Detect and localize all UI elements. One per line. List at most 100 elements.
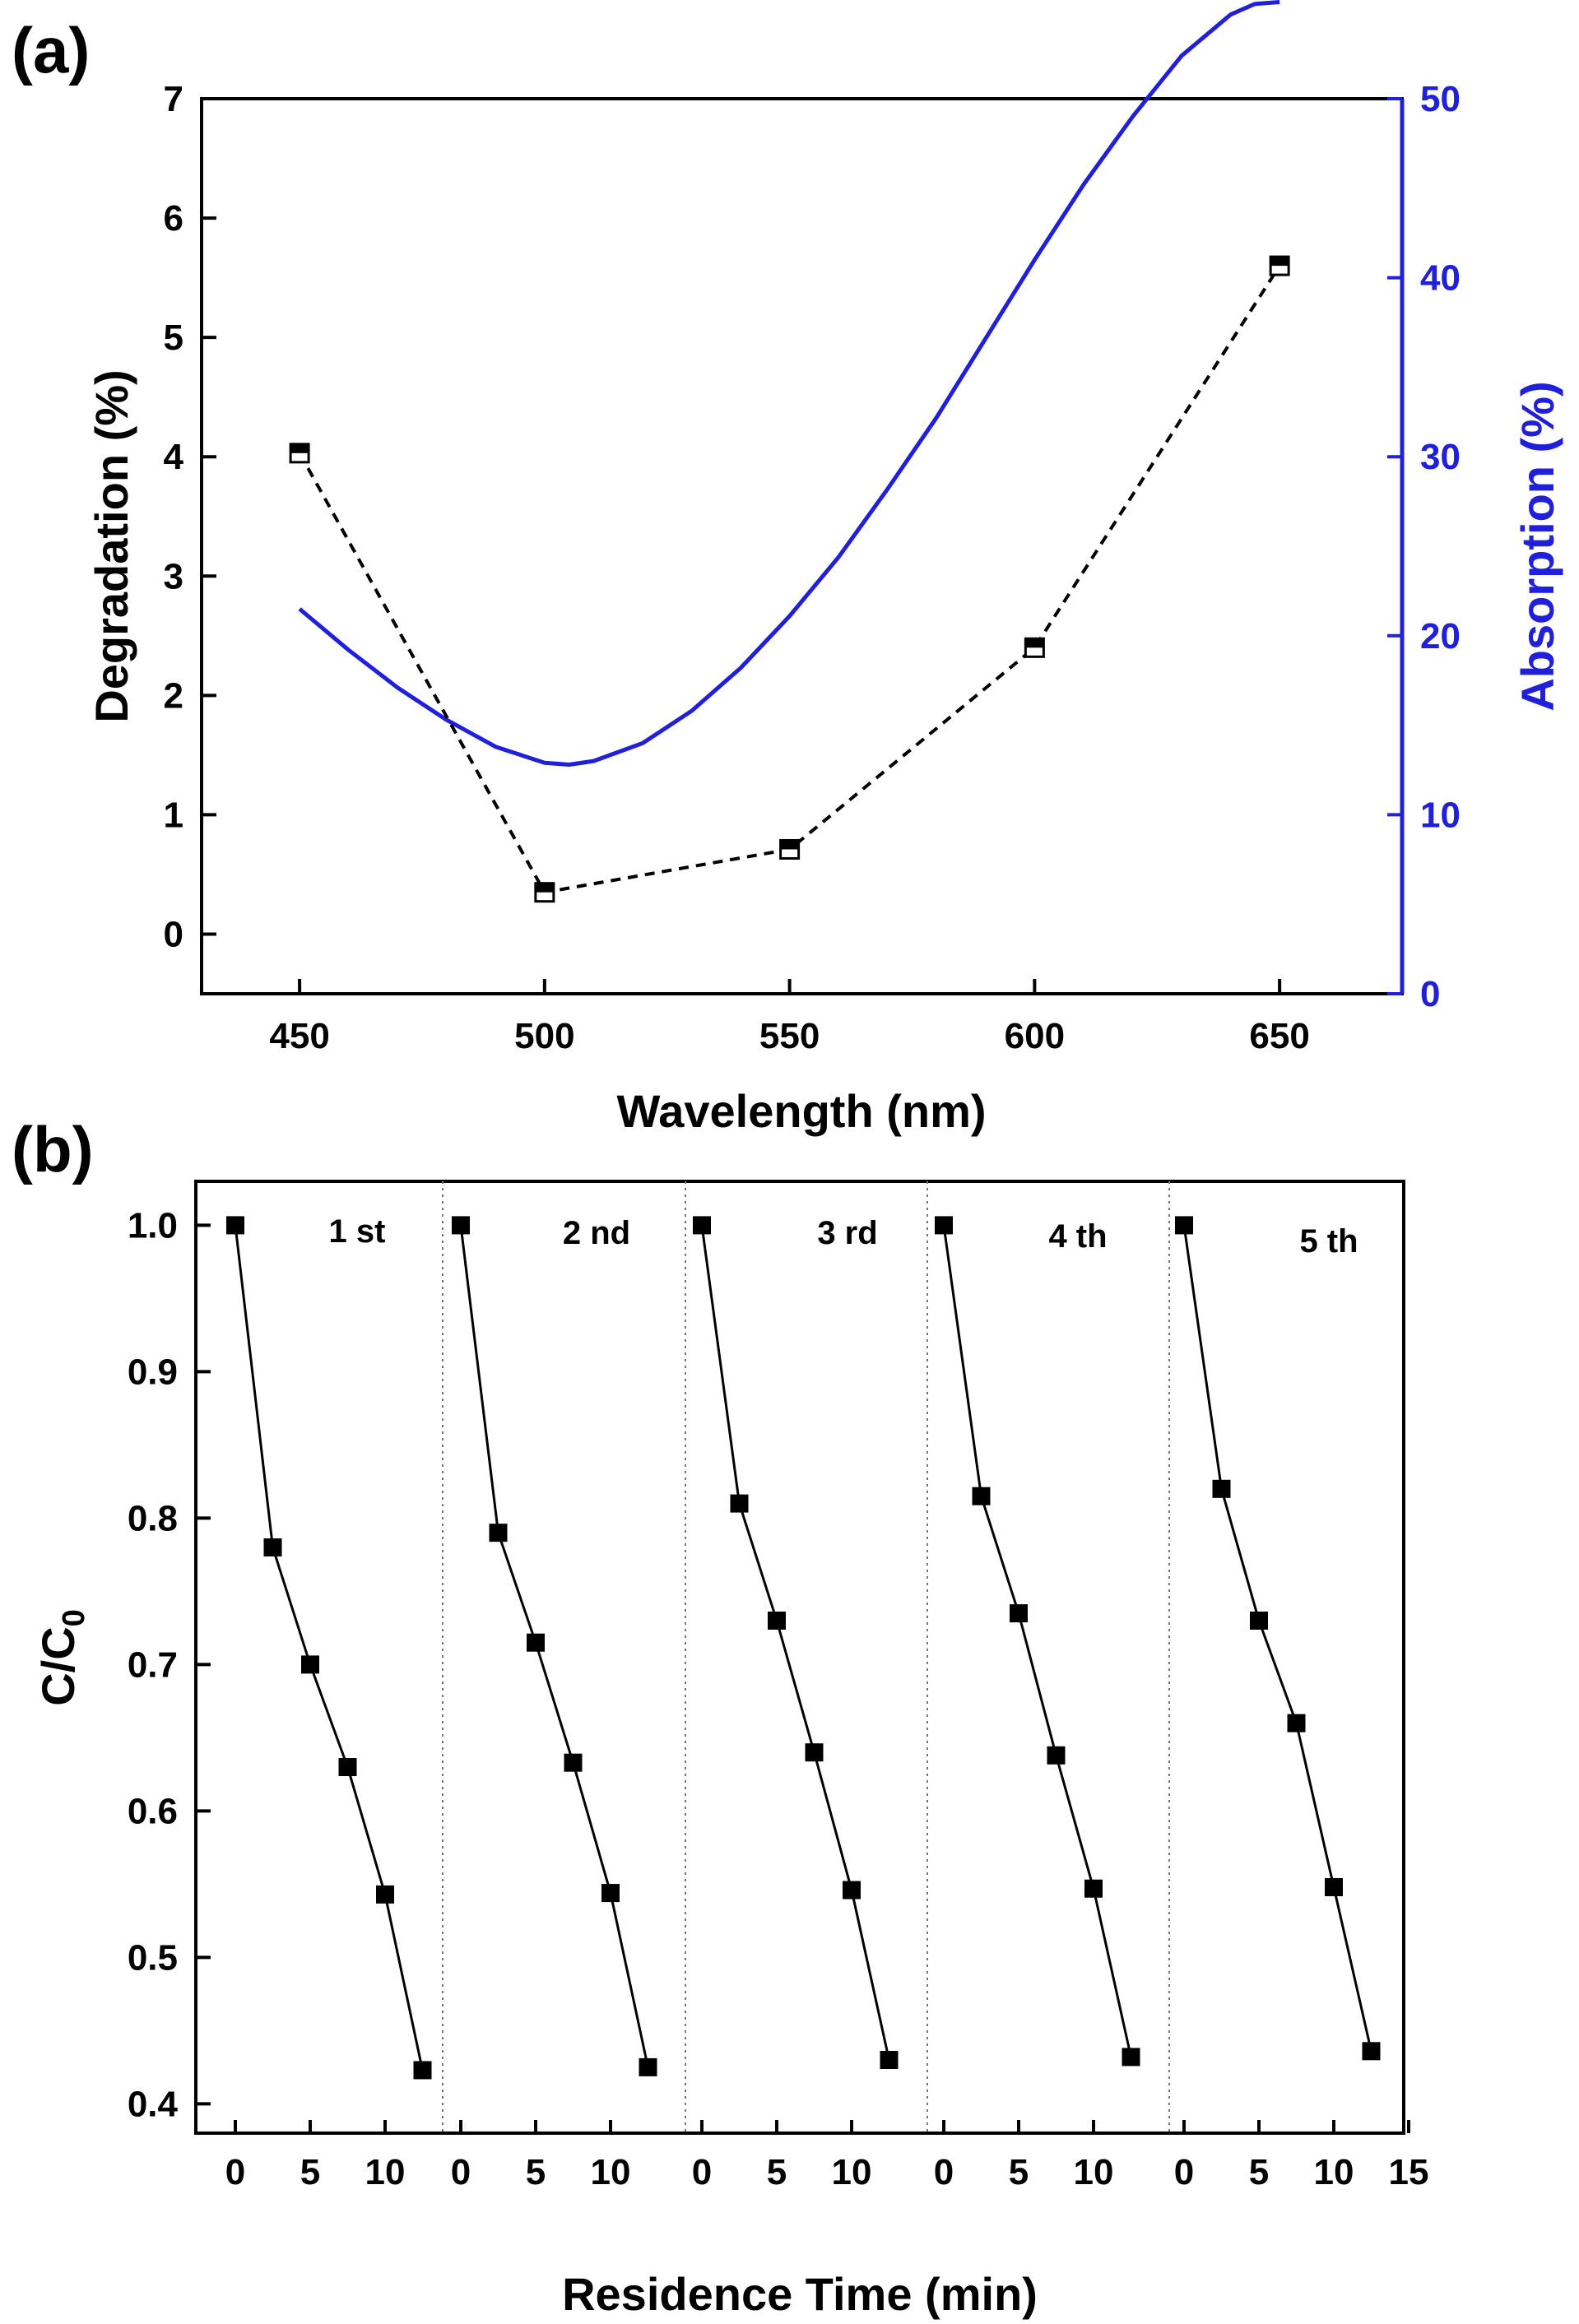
a-degradation-point-fill-3: [1025, 638, 1044, 648]
panel-b-y-title: C/C0: [32, 1609, 91, 1706]
panel-b-frame: [194, 1180, 1405, 2135]
b-x-tick-label-1-1: 5: [526, 2152, 546, 2192]
panel-a-frame: [200, 97, 1404, 995]
b-x-tick-label-3-0: 0: [934, 2152, 954, 2192]
panel-b: (b) 0.4 0.5 0.6 0.7 0.8 0.9 1.0 0 5 10 0 5 10 0 5 10 0 5…: [12, 1113, 1428, 2320]
b-x-tick-label-3-1: 5: [1009, 2152, 1029, 2192]
b-cycle-2-point-5: [880, 2051, 899, 2069]
panel-b-y-title-sub: 0: [57, 1609, 91, 1626]
panel-b-y-title-main: C/C: [32, 1626, 84, 1705]
b-cycle-3-point-5: [1122, 2048, 1140, 2067]
a-right-tick-label-3: 30: [1420, 437, 1461, 477]
b-cycle-1-point-3: [564, 1753, 583, 1772]
b-y-tick-label-5: 0.9: [128, 1352, 178, 1392]
a-degradation-point-fill-1: [535, 883, 554, 893]
panel-a-y-title: Degradation (%): [86, 369, 137, 722]
panel-b-series: 1 st 2 nd 3 rd 4 th 5 th: [226, 1213, 1381, 2080]
a-right-tick-label-4: 40: [1420, 258, 1461, 299]
a-x-tick-label-1: 500: [514, 1016, 574, 1056]
b-cycle-label-4: 5 th: [1299, 1223, 1358, 1259]
b-cycle-0-point-4: [376, 1885, 394, 1904]
b-cycle-4-point-3: [1287, 1714, 1306, 1733]
b-cycle-3-point-1: [972, 1487, 991, 1505]
panel-b-y-ticks: 0.4 0.5 0.6 0.7 0.8 0.9 1.0: [128, 1205, 211, 2124]
panel-a-x-title: Wavelength (nm): [616, 1085, 986, 1137]
panel-a-y2-title: Absorption (%): [1512, 381, 1563, 711]
b-x-tick-label-1-0: 0: [451, 2152, 471, 2192]
b-cycle-line-0: [234, 1225, 424, 2071]
panel-b-label: (b): [12, 1113, 94, 1185]
b-cycle-1-point-2: [527, 1633, 545, 1652]
a-left-tick-label-5: 5: [164, 318, 183, 358]
a-right-tick-label-1: 10: [1420, 795, 1461, 835]
b-x-tick-label-3-2: 10: [1074, 2152, 1114, 2192]
b-cycle-2-point-1: [730, 1494, 749, 1513]
b-cycle-line-2: [700, 1225, 890, 2061]
panel-a-left-ticks: 0 1 2 3 4 5 6 7: [164, 79, 216, 954]
a-right-tick-label-5: 50: [1420, 79, 1461, 119]
a-right-tick-label-0: 0: [1420, 974, 1440, 1014]
a-left-tick-label-1: 1: [164, 795, 183, 835]
a-left-tick-label-6: 6: [164, 198, 183, 239]
b-cycle-2-point-3: [805, 1743, 824, 1762]
a-left-tick-label-3: 3: [164, 556, 183, 596]
b-cycle-label-0: 1 st: [329, 1213, 386, 1250]
b-cycle-4-point-0: [1175, 1216, 1193, 1235]
panel-a-right-ticks: 0 10 20 30 40 50: [1387, 79, 1461, 1014]
b-x-tick-label-4-0: 0: [1174, 2152, 1194, 2192]
b-cycle-2-point-2: [768, 1612, 786, 1630]
b-cycle-4-point-4: [1325, 1877, 1343, 1896]
b-cycle-1-point-1: [489, 1524, 508, 1542]
b-cycle-0-point-2: [301, 1655, 319, 1674]
a-x-tick-label-2: 550: [759, 1016, 820, 1056]
a-degradation-point-fill-0: [290, 443, 309, 453]
b-cycle-2-point-4: [843, 1881, 861, 1900]
b-x-tick-label-0-0: 0: [225, 2152, 245, 2192]
b-cycle-3-point-3: [1047, 1746, 1066, 1765]
a-left-tick-label-4: 4: [164, 437, 184, 477]
b-cycle-4-point-1: [1212, 1479, 1231, 1498]
panel-a-x-ticks: 450 500 550 600 650: [269, 979, 1310, 1056]
b-y-tick-label-2: 0.6: [128, 1791, 178, 1831]
b-cycle-0-point-1: [263, 1538, 282, 1556]
a-degradation-line: [298, 265, 1281, 894]
b-cycle-1-point-4: [601, 1884, 620, 1903]
b-cycle-4-point-2: [1250, 1612, 1268, 1630]
panel-a-label: (a): [12, 14, 90, 86]
b-cycle-0-point-3: [338, 1758, 357, 1776]
b-y-tick-label-3: 0.7: [128, 1644, 178, 1685]
a-right-tick-label-2: 20: [1420, 616, 1461, 656]
b-x-tick-label-2-0: 0: [692, 2152, 712, 2192]
b-cycle-1-point-0: [452, 1216, 470, 1235]
b-y-tick-label-4: 0.8: [128, 1498, 178, 1538]
a-absorption-line: [298, 0, 1280, 767]
b-cycle-0-point-5: [413, 2061, 432, 2080]
a-x-tick-label-3: 600: [1005, 1016, 1065, 1056]
b-x-tick-label-0-2: 10: [365, 2152, 406, 2192]
b-x-tick-label-2-2: 10: [832, 2152, 872, 2192]
a-left-tick-label-2: 2: [164, 675, 183, 716]
b-cycle-3-point-0: [935, 1216, 953, 1235]
b-cycle-3-point-4: [1084, 1879, 1103, 1898]
b-x-tick-label-2-1: 5: [767, 2152, 787, 2192]
b-x-tick-label-1-2: 10: [591, 2152, 631, 2192]
a-x-tick-label-4: 650: [1249, 1016, 1309, 1056]
b-y-tick-label-6: 1.0: [128, 1205, 178, 1245]
b-cycle-label-2: 3 rd: [817, 1215, 877, 1251]
b-cycle-line-3: [942, 1225, 1132, 2057]
a-degradation-point-fill-2: [780, 840, 799, 850]
b-y-tick-label-0: 0.4: [128, 2084, 179, 2124]
b-x-tick-label-4-2: 10: [1314, 2152, 1354, 2192]
panel-a-series: [289, 0, 1290, 903]
b-cycle-label-1: 2 nd: [563, 1215, 630, 1251]
b-x-tick-label-last: 15: [1389, 2152, 1429, 2192]
b-cycle-3-point-2: [1010, 1604, 1028, 1623]
panel-b-x-title: Residence Time (min): [562, 2268, 1038, 2320]
b-x-tick-label-0-1: 5: [300, 2152, 320, 2192]
b-cycle-2-point-0: [693, 1216, 711, 1235]
b-cycle-4-point-5: [1362, 2042, 1381, 2061]
b-cycle-1-point-5: [639, 2057, 657, 2076]
b-cycle-line-4: [1182, 1225, 1372, 2052]
a-degradation-point-fill-4: [1270, 257, 1289, 267]
